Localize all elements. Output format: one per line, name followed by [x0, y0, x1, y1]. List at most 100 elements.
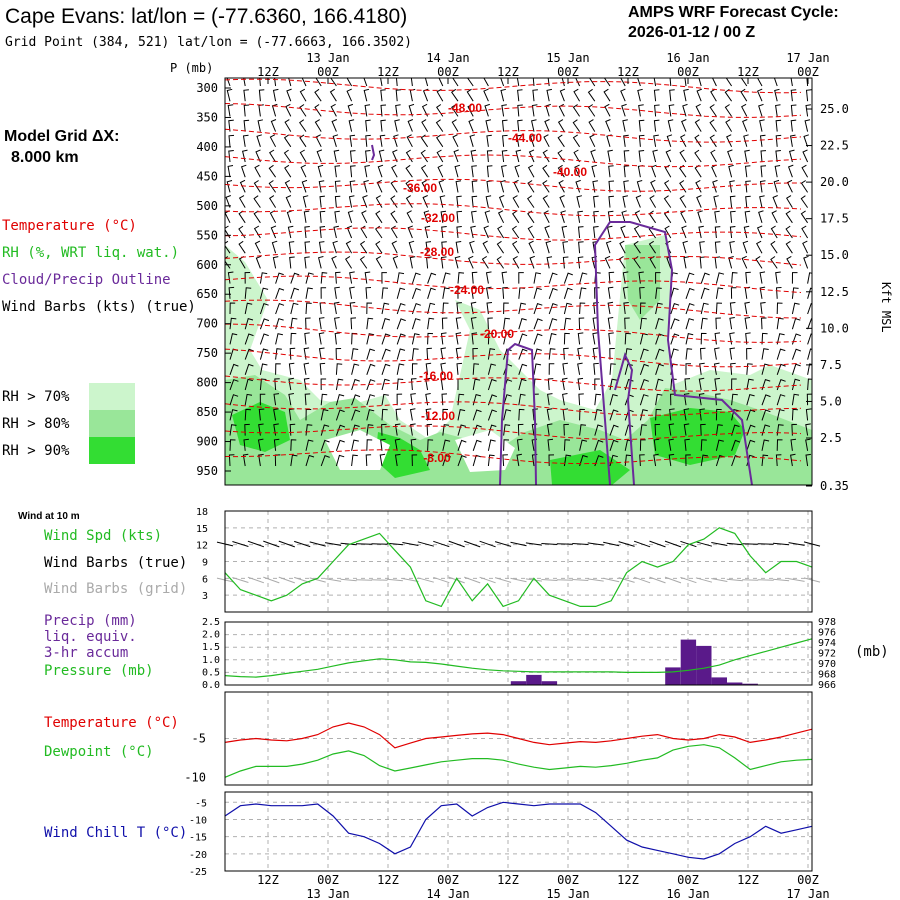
- wind-barb: [700, 423, 706, 436]
- wind-barb: [290, 332, 297, 345]
- wind-barb: [319, 362, 326, 375]
- wind-barb: [620, 88, 626, 102]
- wind-barb: [303, 377, 310, 391]
- wind-barb: [563, 272, 573, 284]
- wind-barb: [405, 180, 413, 193]
- wind-barb: [466, 88, 474, 102]
- wind-barb: [303, 210, 310, 223]
- wind-barb: [348, 119, 355, 132]
- kft-tick: 25.0: [820, 102, 849, 116]
- pressure-tick: 600: [196, 258, 218, 272]
- wind-barb-grid: [773, 578, 790, 582]
- wind-barb: [396, 378, 404, 391]
- wind-barb: [466, 78, 474, 87]
- wind-barb: [425, 362, 432, 375]
- wind-barb: [776, 302, 783, 315]
- wind-barb: [770, 240, 778, 254]
- wind-barb-grid: [433, 576, 450, 584]
- wind-barb: [740, 78, 748, 87]
- wind-barb: [715, 302, 723, 315]
- wind-barb: [381, 333, 391, 345]
- wind-barb: [304, 226, 310, 239]
- dewpoint-line: [224, 744, 813, 778]
- windchill-tick: -5: [195, 798, 207, 809]
- wind-barb: [380, 89, 386, 102]
- wind-barb: [275, 272, 284, 284]
- wind-barb: [396, 302, 406, 315]
- wind-barb: [335, 363, 343, 375]
- wind-barb: [405, 195, 413, 208]
- wind-barb: [639, 287, 645, 299]
- wind-barb: [608, 271, 615, 284]
- wind-barb: [467, 103, 474, 117]
- wind-barb: [318, 332, 325, 345]
- pressure-tick: 800: [196, 376, 218, 390]
- wind-barb: [533, 287, 542, 299]
- wind-barb: [668, 423, 675, 436]
- wind-barb: [744, 165, 751, 178]
- wind-barb: [700, 302, 709, 315]
- wind-barb: [257, 119, 264, 132]
- wind-barb: [391, 164, 398, 178]
- wind-barb: [592, 317, 599, 330]
- wind-barb: [638, 104, 644, 117]
- wind-barb: [773, 78, 778, 87]
- wind-barb: [700, 454, 708, 467]
- wind-barb-true: [618, 541, 635, 547]
- top-date-label: 16 Jan: [666, 51, 709, 65]
- rh90-swatch: [89, 437, 135, 464]
- wind-barb: [562, 241, 568, 254]
- wind-barb: [607, 301, 614, 315]
- wind-barb: [558, 179, 565, 193]
- wind-barb: [381, 423, 387, 436]
- wind-barb: [594, 393, 601, 406]
- wind-barb: [305, 454, 315, 467]
- wind-barb: [335, 378, 344, 391]
- wind-barb: [655, 333, 665, 345]
- wind-barb: [774, 165, 781, 178]
- wind-barb: [299, 149, 307, 163]
- wind-barb: [639, 363, 649, 375]
- wind-barb: [633, 225, 641, 239]
- precip-panel-bg: [225, 622, 812, 685]
- wind-barb: [320, 272, 328, 284]
- wind-barb: [238, 240, 246, 254]
- wind-barb: [427, 302, 436, 315]
- wind-barb: [481, 255, 489, 269]
- wind-barb: [695, 103, 702, 117]
- kft-axis-title: Kft MSL: [879, 282, 893, 333]
- wind-barb: [715, 287, 724, 299]
- temperature-label: Temperature (°C): [44, 715, 179, 731]
- wind-barb-true: [433, 540, 450, 548]
- wind-barb: [318, 180, 325, 193]
- precip-bar: [680, 639, 697, 685]
- top-date-label: 14 Jan: [426, 51, 469, 65]
- wind-barb: [381, 363, 391, 375]
- wind-barb: [396, 287, 406, 299]
- wind-barb: [314, 88, 322, 102]
- wind-barb: [471, 180, 478, 193]
- bottom-hour-label: 12Z: [617, 873, 639, 887]
- wind-barb-true: [263, 540, 280, 548]
- wind-barb: [649, 195, 657, 208]
- wind-barb: [578, 317, 585, 330]
- wind-barb-true: [232, 541, 249, 547]
- wind-barb: [517, 423, 524, 436]
- wind-barb: [577, 256, 584, 269]
- wind-barb: [805, 438, 811, 451]
- pressure-tick: 350: [196, 110, 218, 124]
- wind-barb: [503, 424, 511, 436]
- wind-barb: [268, 180, 277, 193]
- bottom-date-label: 16 Jan: [666, 887, 709, 900]
- wind-barb: [333, 301, 340, 315]
- wind-barb: [663, 195, 672, 208]
- wind-barb: [730, 287, 737, 299]
- wind-barb: [756, 240, 763, 254]
- wind-barb: [472, 363, 480, 375]
- wind-barb: [685, 302, 695, 315]
- wind-barb: [334, 165, 341, 178]
- wind-barb: [775, 271, 781, 284]
- wind-barb: [436, 134, 444, 148]
